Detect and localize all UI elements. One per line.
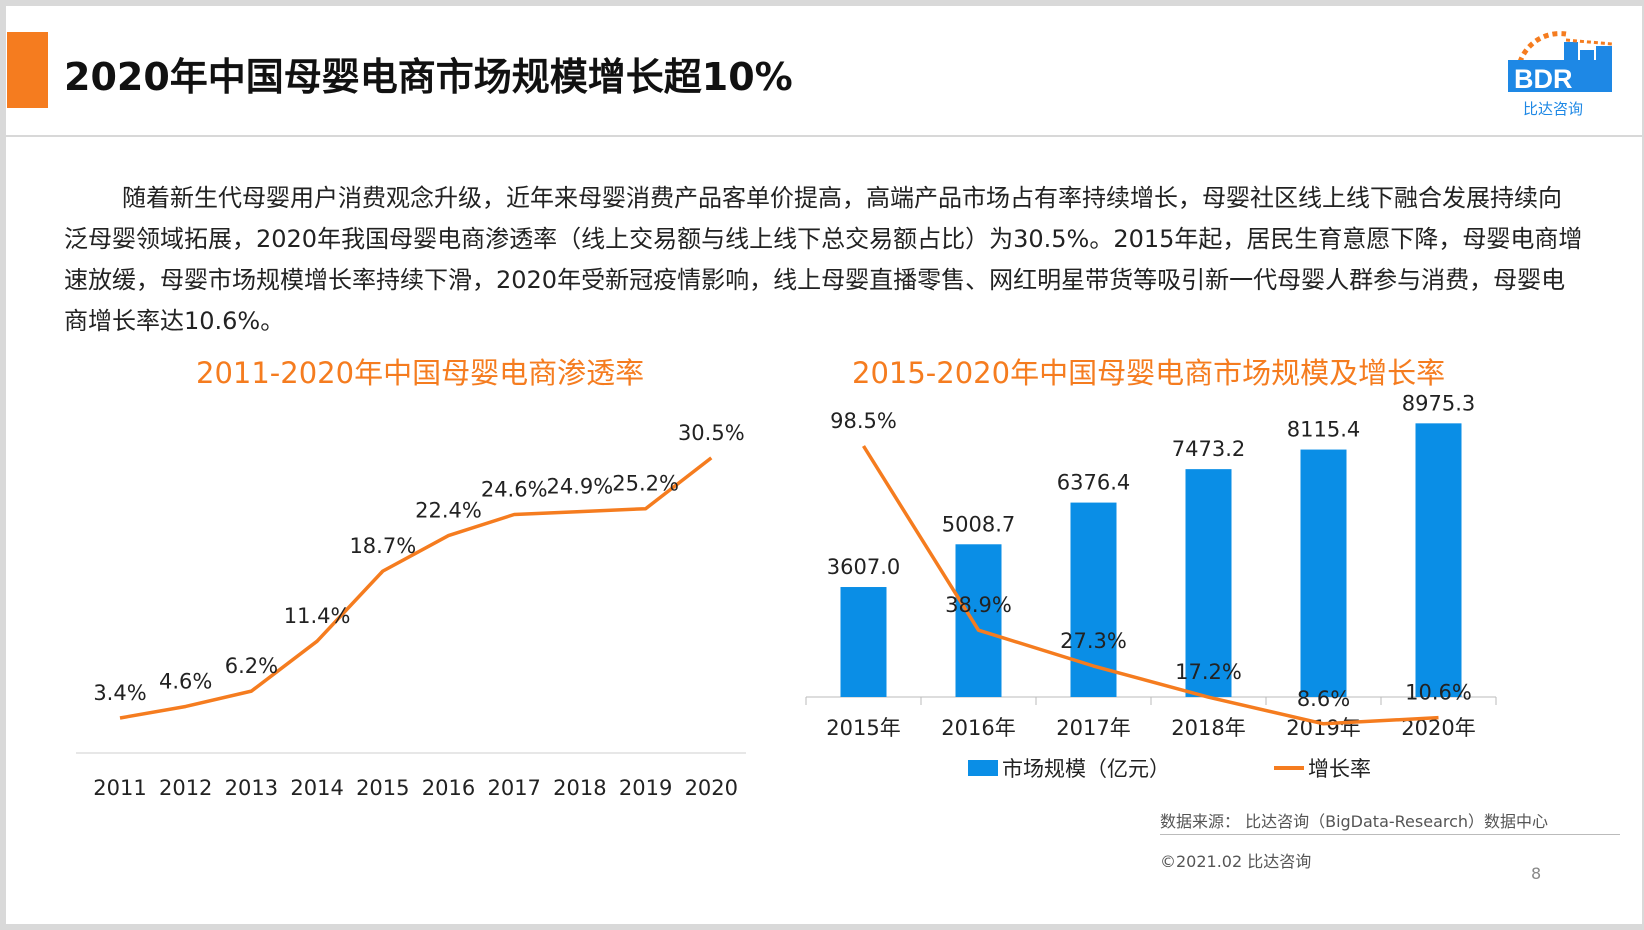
legend-line-label: 增长率 — [1308, 757, 1371, 781]
market-size-bar — [840, 587, 887, 697]
data-label: 11.4% — [284, 604, 351, 628]
growth-rate-label: 17.2% — [1175, 660, 1242, 684]
legend-bar-label: 市场规模（亿元） — [1002, 757, 1170, 781]
body-paragraph-text: 随着新生代母婴用户消费观念升级，近年来母婴消费产品客单价提高，高端产品市场占有率… — [64, 184, 1583, 335]
market-size-bar — [1185, 469, 1232, 697]
growth-rate-label: 98.5% — [830, 409, 897, 433]
x-tick-label: 2020 — [685, 776, 738, 800]
growth-rate-label: 10.6% — [1405, 681, 1472, 705]
x-tick-label: 2012 — [159, 776, 212, 800]
x-tick-label: 2015年 — [826, 716, 900, 740]
data-label: 24.9% — [547, 475, 614, 499]
logo-subtitle: 比达咨询 — [1523, 100, 1584, 118]
data-source-note: 数据来源： 比达咨询（BigData-Research）数据中心 — [1160, 812, 1549, 831]
right-chart-title: 2015-2020年中国母婴电商市场规模及增长率 — [852, 356, 1446, 390]
footer-divider — [1160, 834, 1620, 835]
growth-rate-label: 8.6% — [1297, 687, 1350, 711]
growth-rate-line — [862, 445, 1439, 726]
title-accent-bar — [7, 32, 48, 108]
data-label: 3.4% — [93, 681, 146, 705]
x-tick-label: 2019年 — [1286, 716, 1360, 740]
data-label: 18.7% — [349, 534, 416, 558]
data-label: 22.4% — [415, 499, 482, 523]
x-tick-label: 2017 — [487, 776, 540, 800]
logo-brand-text: BDR — [1514, 64, 1573, 94]
data-label: 24.6% — [481, 477, 548, 501]
penetration-line-chart: 3.4% 2011 4.6% 2012 6.2% 2013 11.4% 2014 18.7% 20… — [76, 421, 746, 800]
bar-value-label: 5008.7 — [942, 512, 1015, 536]
penetration-series-line — [119, 456, 713, 720]
market-size-bar — [1300, 449, 1347, 697]
copyright-note: ©2021.02 比达咨询 — [1160, 852, 1312, 871]
bar-value-label: 7473.2 — [1172, 437, 1245, 461]
market-size-bar — [1070, 502, 1117, 697]
page-number: 8 — [1531, 864, 1542, 883]
data-label: 25.2% — [612, 472, 679, 496]
x-tick-label: 2016 — [422, 776, 475, 800]
legend-bar-swatch — [968, 760, 998, 776]
market-size-bar — [955, 544, 1002, 697]
data-label: 30.5% — [678, 421, 745, 445]
data-label: 4.6% — [159, 669, 212, 693]
x-tick-label: 2011 — [93, 776, 146, 800]
bdr-logo-icon — [1508, 31, 1613, 92]
x-tick-label: 2018 — [553, 776, 606, 800]
left-chart-title: 2011-2020年中国母婴电商渗透率 — [196, 356, 645, 390]
x-tick-label: 2017年 — [1056, 716, 1130, 740]
growth-rate-label: 38.9% — [945, 593, 1012, 617]
x-tick-label: 2015 — [356, 776, 409, 800]
bar-value-label: 8115.4 — [1287, 418, 1360, 442]
x-tick-label: 2016年 — [941, 716, 1015, 740]
growth-rate-label: 27.3% — [1060, 629, 1127, 653]
bar-value-label: 6376.4 — [1057, 471, 1130, 495]
data-label: 6.2% — [225, 654, 278, 678]
bar-value-label: 8975.3 — [1402, 391, 1475, 415]
x-tick-label: 2019 — [619, 776, 672, 800]
market-size-bar — [1415, 423, 1462, 697]
x-tick-label: 2013 — [225, 776, 278, 800]
x-tick-label: 2014 — [290, 776, 343, 800]
bar-value-label: 3607.0 — [827, 555, 900, 579]
page-title: 2020年中国母婴电商市场规模增长超10% — [64, 55, 793, 99]
x-tick-label: 2018年 — [1171, 716, 1245, 740]
header-divider — [6, 135, 1642, 137]
body-paragraph: 随着新生代母婴用户消费观念升级，近年来母婴消费产品客单价提高，高端产品市场占有率… — [64, 178, 1584, 342]
market-size-combo-chart: 3607.0 2015年 5008.7 2016年 6376.4 2017年 7473.2 2… — [805, 391, 1497, 781]
slide: 2020年中国母婴电商市场规模增长超10% BDR 比达咨询 随着新生代母婴用户… — [6, 6, 1642, 924]
